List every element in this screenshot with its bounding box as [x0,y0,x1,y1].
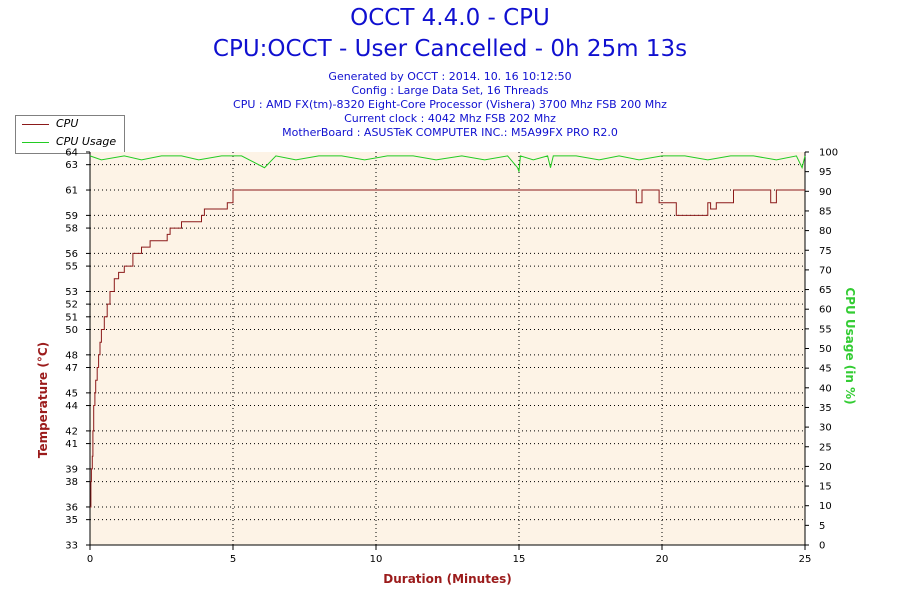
y-tick-label: 48 [65,350,78,361]
y2-tick-label: 80 [819,226,832,237]
y-tick-label: 33 [65,541,78,552]
legend-swatch-cpu [22,124,49,125]
x-tick-label: 10 [370,554,383,565]
y2-tick-label: 15 [819,482,832,493]
y-tick-label: 50 [65,325,78,336]
plot-background [90,152,805,545]
y-tick-label: 41 [65,439,78,450]
y-tick-label: 51 [65,312,78,323]
cpu-info: CPU : AMD FX(tm)-8320 Eight-Core Process… [233,98,667,111]
series-cpu-temperature-line [90,189,805,508]
y-tick-label: 53 [65,287,78,298]
y-tick-label: 36 [65,502,78,513]
y2-tick-label: 100 [819,148,838,159]
legend-label-cpu: CPU [56,117,79,130]
x-tick-label: 15 [513,554,526,565]
y2-tick-label: 70 [819,265,832,276]
y-tick-label: 42 [65,426,78,437]
y-tick-label: 61 [65,186,78,197]
y2-tick-label: 75 [819,246,832,257]
y2-tick-label: 10 [819,501,832,512]
y2-tick-label: 30 [819,423,832,434]
legend-item-usage: CPU Usage [16,134,124,150]
y2-tick-label: 40 [819,383,832,394]
y2-tick-label: 55 [819,324,832,335]
legend-label-usage: CPU Usage [56,135,117,148]
x-tick-label: 20 [656,554,669,565]
y-tick-label: 64 [65,148,78,159]
chart-title: OCCT 4.4.0 - CPU [350,5,550,31]
y-tick-label: 63 [65,160,78,171]
y-tick-label: 45 [65,388,78,399]
y2-tick-label: 35 [819,403,832,414]
y2-tick-label: 45 [819,364,832,375]
series-cpu-usage-line [89,155,806,172]
generated-info: Generated by OCCT : 2014. 10. 16 10:12:5… [328,70,572,83]
y-tick-label: 35 [65,515,78,526]
x-axis-label: Duration (Minutes) [383,572,512,586]
y-tick-label: 39 [65,464,78,475]
y-tick-label: 59 [65,211,78,222]
y2-tick-label: 65 [819,285,832,296]
y2-tick-label: 20 [819,462,832,473]
y2-tick-label: 5 [819,521,825,532]
y-tick-label: 55 [65,262,78,273]
clock-info: Current clock : 4042 Mhz FSB 202 Mhz [344,112,556,125]
x-tick-label: 25 [799,554,812,565]
legend-swatch-usage [22,142,49,143]
y-tick-label: 47 [65,363,78,374]
y2-tick-label: 90 [819,187,832,198]
y2-tick-label: 95 [819,167,832,178]
y-tick-label: 56 [65,249,78,260]
y2-tick-label: 50 [819,344,832,355]
legend-item-cpu: CPU [16,116,124,132]
y2-tick-label: 25 [819,442,832,453]
x-tick-label: 5 [230,554,236,565]
x-tick-label: 0 [87,554,93,565]
y-tick-label: 44 [65,401,78,412]
y-tick-label: 38 [65,477,78,488]
y2-tick-label: 60 [819,305,832,316]
motherboard-info: MotherBoard : ASUSTeK COMPUTER INC.: M5A… [282,126,618,139]
y-tick-label: 58 [65,224,78,235]
chart-legend: CPU CPU Usage [15,115,125,154]
config-info: Config : Large Data Set, 16 Threads [351,84,549,97]
y2-tick-label: 85 [819,206,832,217]
y2-tick-label: 0 [819,541,825,552]
y-tick-label: 52 [65,300,78,311]
chart-subtitle: CPU:OCCT - User Cancelled - 0h 25m 13s [212,36,688,62]
